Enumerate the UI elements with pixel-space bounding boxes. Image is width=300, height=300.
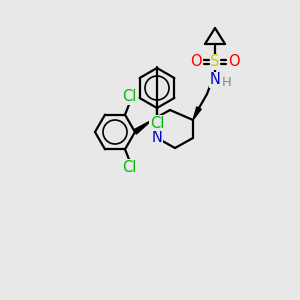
Text: O: O <box>228 55 240 70</box>
Text: Cl: Cl <box>122 160 136 175</box>
Text: O: O <box>190 55 202 70</box>
Text: N: N <box>210 73 220 88</box>
Text: N: N <box>152 130 162 146</box>
Text: H: H <box>222 76 232 88</box>
Text: S: S <box>210 55 220 70</box>
Text: Cl: Cl <box>122 89 136 104</box>
Text: Cl: Cl <box>150 116 164 130</box>
Polygon shape <box>134 120 152 134</box>
Polygon shape <box>193 107 201 120</box>
